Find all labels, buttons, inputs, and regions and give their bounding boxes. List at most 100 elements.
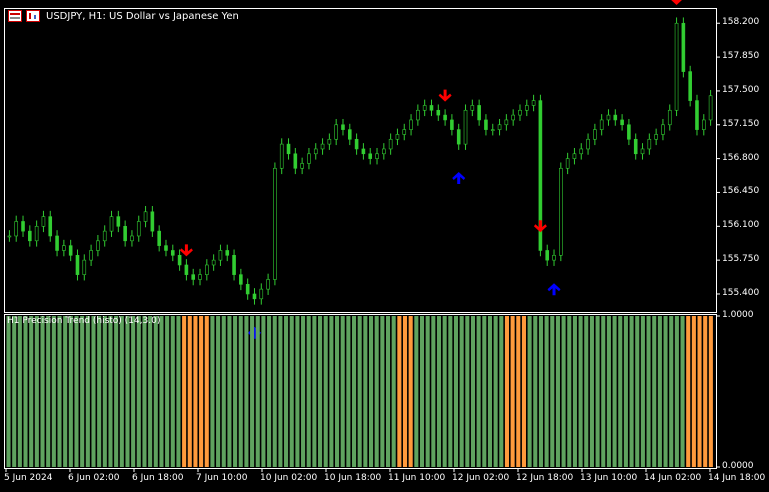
candle-body: [34, 225, 39, 242]
candle-body: [41, 216, 46, 227]
candle-body: [354, 138, 359, 150]
histogram-bar: [306, 316, 311, 467]
histogram-bar: [114, 316, 119, 467]
candle-body: [293, 153, 298, 169]
candle-body: [307, 153, 311, 164]
histogram-bar: [80, 316, 85, 467]
price-tick-label: 156.100: [722, 220, 760, 231]
time-tick-label: 13 Jun 10:00: [580, 473, 638, 483]
histogram-bar: [318, 316, 323, 467]
histogram-bar: [216, 316, 221, 467]
histogram-bar: [301, 316, 306, 467]
histogram-bar: [284, 316, 289, 467]
histogram-bar: [255, 316, 260, 467]
candle-body: [504, 119, 509, 126]
candle-body: [511, 114, 515, 121]
histogram-bar: [425, 316, 430, 467]
candle-body: [518, 109, 522, 116]
candle-body: [89, 250, 93, 261]
histogram-bar: [199, 316, 204, 467]
histogram-bar: [210, 316, 215, 467]
candle-body: [239, 274, 243, 285]
chart-title-bar: USDJPY, H1: US Dollar vs Japanese Yen: [8, 9, 239, 23]
candle-body: [531, 100, 536, 106]
histogram-bar: [640, 316, 645, 467]
histogram-bar: [29, 316, 34, 467]
histogram-bar: [504, 316, 509, 467]
histogram-bar: [510, 316, 515, 467]
candle-body: [545, 250, 550, 261]
histogram-bar: [340, 316, 345, 467]
candle-body: [184, 264, 189, 275]
chart-properties-icon[interactable]: [26, 10, 40, 22]
histogram-bar: [657, 316, 662, 467]
candle-body: [136, 221, 141, 237]
window-icon[interactable]: [8, 10, 22, 22]
histogram-bar: [482, 316, 487, 467]
indicator-tick-label: 0.0000: [722, 461, 754, 471]
time-tick-label: 14 Jun 02:00: [644, 473, 702, 483]
price-tick-label: 155.400: [722, 287, 760, 298]
histogram-bar: [187, 316, 192, 467]
histogram-bar: [233, 316, 238, 467]
candle-body: [245, 284, 250, 295]
histogram-bar: [516, 316, 521, 467]
candle-body: [484, 119, 488, 130]
candles-layer: [7, 17, 713, 305]
candle-body: [225, 250, 230, 256]
candle-body: [273, 167, 277, 280]
histogram-bar: [493, 316, 498, 467]
candle-body: [593, 129, 597, 140]
histogram-bar: [663, 316, 668, 467]
histogram-bar: [606, 316, 611, 467]
candle-body: [232, 255, 236, 275]
candle-body: [620, 119, 624, 126]
candle-body: [402, 129, 407, 135]
price-tick-label: 156.450: [722, 186, 760, 197]
histogram-bar: [295, 316, 300, 467]
histogram-bar: [459, 316, 464, 467]
price-tick-label: 157.850: [722, 51, 760, 62]
candle-body: [368, 153, 373, 159]
histogram-bar: [244, 316, 249, 467]
histogram-bar: [708, 316, 713, 467]
candle-body: [450, 119, 454, 130]
histogram-bar: [159, 316, 164, 467]
histogram-bar: [453, 316, 459, 467]
histogram-bar: [74, 316, 79, 467]
histogram-bar: [476, 316, 481, 467]
candle-body: [82, 259, 87, 275]
histogram-bar: [652, 316, 657, 467]
candle-body: [538, 100, 543, 251]
histogram-bar: [544, 316, 549, 467]
price-tick-label: 156.800: [722, 152, 760, 163]
histogram-bar: [108, 316, 113, 467]
histogram-bar: [442, 316, 447, 467]
candle-body: [395, 134, 400, 140]
histogram-bar: [697, 316, 702, 467]
candle-body: [586, 138, 590, 150]
candle-body: [191, 274, 196, 280]
histogram-bar: [618, 316, 623, 467]
histogram-bar: [136, 316, 141, 467]
candle-body: [327, 138, 332, 145]
histogram-bar: [669, 316, 674, 467]
candle-body: [599, 119, 604, 130]
candle-body: [334, 124, 338, 140]
candle-body: [109, 216, 114, 232]
histogram-bar: [363, 316, 368, 467]
histogram-bar: [131, 316, 136, 467]
histogram-bar: [227, 316, 232, 467]
histogram-bar: [204, 316, 209, 467]
candle-body: [211, 259, 216, 266]
candle-body: [62, 245, 66, 251]
histogram-bar: [595, 316, 600, 467]
candle-body: [409, 119, 413, 130]
time-tick-label: 14 Jun 18:00: [708, 473, 766, 483]
candle-body: [123, 225, 127, 242]
candle-body: [320, 143, 325, 150]
candle-body: [252, 293, 257, 300]
histogram-bar: [691, 316, 696, 467]
